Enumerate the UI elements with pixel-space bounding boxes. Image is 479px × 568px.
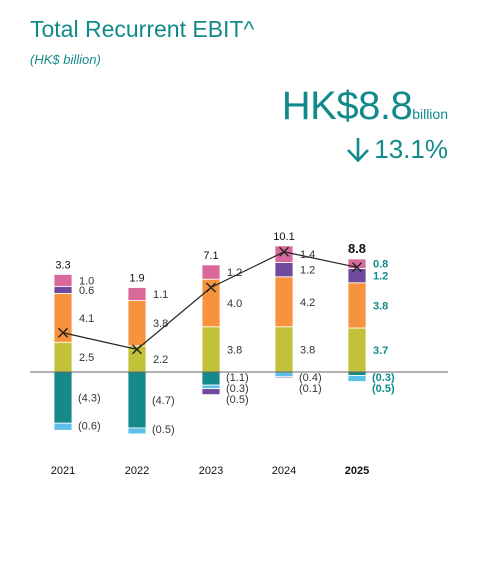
chart-subtitle: (HK$ billion) — [30, 52, 101, 67]
bar-olive-2024 — [274, 326, 294, 373]
data-label-teal-2022: (4.7) — [152, 395, 175, 407]
chart-title: Total Recurrent EBIT^ — [30, 16, 255, 42]
data-label-purpleneg-2023: (0.5) — [226, 394, 249, 406]
data-label-orange-2022: 3.8 — [153, 318, 168, 330]
data-label-olive-2024: 3.8 — [300, 344, 315, 356]
bar-olive-2021 — [53, 341, 73, 373]
data-label-olive-2025: 3.7 — [373, 345, 388, 357]
bar-orange-2022 — [127, 300, 147, 347]
bar-lightblue-2023 — [201, 384, 221, 390]
data-label-purpleneg-2024: (0.1) — [299, 383, 322, 395]
bar-olive-2023 — [201, 326, 221, 373]
total-label-2021: 3.3 — [55, 259, 70, 271]
data-label-lightblue-2023: (0.3) — [226, 383, 249, 395]
bar-pink-2025 — [347, 258, 367, 269]
headline-change-value: 13.1% — [374, 134, 448, 164]
total-marker-2021 — [58, 327, 68, 338]
data-label-teal-2023: (1.1) — [226, 372, 249, 384]
data-label-pink-2025: 0.8 — [373, 259, 388, 271]
data-label-teal-2025: (0.3) — [372, 372, 395, 384]
data-label-olive-2021: 2.5 — [79, 352, 94, 364]
headline-unit: billion — [412, 106, 448, 122]
data-label-purple-2021: 0.6 — [79, 285, 94, 297]
bar-purpleneg-2023 — [201, 388, 221, 396]
data-label-purple-2025: 1.2 — [373, 271, 388, 283]
bar-pink-2021 — [53, 274, 73, 287]
data-label-orange-2021: 4.1 — [79, 313, 94, 325]
total-marker-2024 — [279, 246, 289, 257]
bar-olive-2025 — [347, 327, 367, 373]
data-label-orange-2024: 4.2 — [300, 297, 315, 309]
arrow-down-icon — [346, 137, 370, 163]
bar-lightblue-2021 — [53, 422, 73, 431]
data-label-teal-2021: (4.3) — [78, 393, 101, 405]
bar-orange-2021 — [53, 293, 73, 343]
bar-orange-2024 — [274, 276, 294, 328]
x-tick-label-2022: 2022 — [125, 465, 149, 477]
data-label-lightblue-2022: (0.5) — [152, 424, 175, 436]
total-label-2022: 1.9 — [129, 273, 144, 285]
x-tick-label-2023: 2023 — [199, 465, 223, 477]
bar-teal-2021 — [53, 371, 73, 424]
bar-orange-2023 — [201, 278, 221, 328]
bar-pink-2023 — [201, 264, 221, 280]
headline-change: 13.1% — [346, 134, 448, 165]
bar-purple-2021 — [53, 285, 73, 294]
bar-teal-2023 — [201, 371, 221, 386]
data-label-olive-2022: 2.2 — [153, 354, 168, 366]
data-label-pink-2022: 1.1 — [153, 289, 168, 301]
x-tick-label-2025: 2025 — [345, 465, 369, 477]
x-tick-label-2024: 2024 — [272, 465, 296, 477]
bar-purpleneg-2024 — [274, 376, 294, 379]
bar-lightblue-2022 — [127, 427, 147, 435]
bar-purple-2024 — [274, 262, 294, 278]
data-label-pink-2021: 1.0 — [79, 275, 94, 287]
bar-teal-2025 — [347, 371, 367, 376]
total-label-2025: 8.8 — [348, 241, 366, 256]
headline-amount: HK$8.8 — [281, 84, 413, 128]
data-label-lightblue-2021: (0.6) — [78, 420, 101, 432]
data-label-lightblue-2025: (0.5) — [372, 383, 395, 395]
bar-orange-2025 — [347, 282, 367, 329]
bar-teal-2022 — [127, 371, 147, 429]
data-label-orange-2025: 3.8 — [373, 300, 388, 312]
data-label-lightblue-2024: (0.4) — [299, 372, 322, 384]
data-label-pink-2023: 1.2 — [227, 267, 242, 279]
bar-pink-2024 — [274, 245, 294, 263]
bar-pink-2022 — [127, 287, 147, 302]
bar-purple-2025 — [347, 268, 367, 284]
data-label-orange-2023: 4.0 — [227, 298, 242, 310]
bar-lightblue-2025 — [347, 375, 367, 382]
total-marker-2023 — [206, 282, 216, 293]
data-label-olive-2023: 3.8 — [227, 344, 242, 356]
data-label-purple-2024: 1.2 — [300, 265, 315, 277]
total-label-2023: 7.1 — [203, 250, 218, 262]
x-tick-label-2021: 2021 — [51, 465, 75, 477]
total-marker-2025 — [352, 262, 362, 273]
total-marker-2022 — [132, 344, 142, 355]
total-label-2024: 10.1 — [273, 231, 294, 243]
bar-lightblue-2024 — [274, 371, 294, 378]
headline-total: HK$8.8billion — [282, 84, 448, 129]
